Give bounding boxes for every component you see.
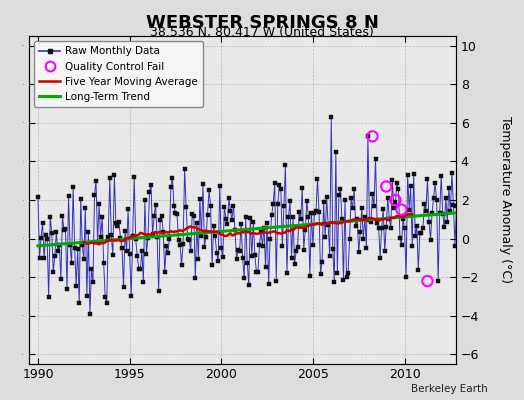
Quality Control Fail xyxy=(423,278,432,284)
Raw Monthly Data xyxy=(35,194,41,199)
Five Year Moving Average xyxy=(165,230,171,235)
Legend: Raw Monthly Data, Quality Control Fail, Five Year Moving Average, Long-Term Tren: Raw Monthly Data, Quality Control Fail, … xyxy=(34,41,203,107)
Long-Term Trend xyxy=(90,239,96,244)
Raw Monthly Data xyxy=(91,192,97,197)
Text: 38.536 N, 80.417 W (United States): 38.536 N, 80.417 W (United States) xyxy=(150,26,374,39)
Raw Monthly Data xyxy=(287,198,293,203)
Line: Long-Term Trend: Long-Term Trend xyxy=(38,213,458,246)
Five Year Moving Average xyxy=(268,230,275,234)
Long-Term Trend xyxy=(253,226,259,231)
Raw Monthly Data xyxy=(255,270,261,274)
Five Year Moving Average xyxy=(81,240,87,244)
Long-Term Trend xyxy=(286,224,292,228)
Raw Monthly Data xyxy=(192,275,199,280)
Long-Term Trend xyxy=(455,210,461,215)
Quality Control Fail xyxy=(382,183,390,190)
Text: Berkeley Earth: Berkeley Earth xyxy=(411,384,487,394)
Long-Term Trend xyxy=(249,226,255,231)
Long-Term Trend xyxy=(326,220,333,225)
Five Year Moving Average xyxy=(271,229,278,234)
Quality Control Fail xyxy=(397,206,406,213)
Y-axis label: Temperature Anomaly (°C): Temperature Anomaly (°C) xyxy=(498,116,511,284)
Quality Control Fail xyxy=(368,133,377,140)
Raw Monthly Data xyxy=(328,115,334,120)
Five Year Moving Average xyxy=(360,217,366,222)
Five Year Moving Average xyxy=(409,212,416,216)
Raw Monthly Data xyxy=(455,192,461,197)
Quality Control Fail xyxy=(391,197,400,203)
Line: Five Year Moving Average: Five Year Moving Average xyxy=(84,214,412,244)
Five Year Moving Average xyxy=(156,230,162,234)
Raw Monthly Data xyxy=(330,246,336,251)
Five Year Moving Average xyxy=(96,242,102,247)
Line: Raw Monthly Data: Raw Monthly Data xyxy=(36,115,460,316)
Long-Term Trend xyxy=(191,231,197,236)
Long-Term Trend xyxy=(35,244,41,248)
Raw Monthly Data xyxy=(87,312,93,316)
Raw Monthly Data xyxy=(250,220,256,225)
Five Year Moving Average xyxy=(334,221,341,226)
Text: WEBSTER SPRINGS 8 N: WEBSTER SPRINGS 8 N xyxy=(146,14,378,32)
